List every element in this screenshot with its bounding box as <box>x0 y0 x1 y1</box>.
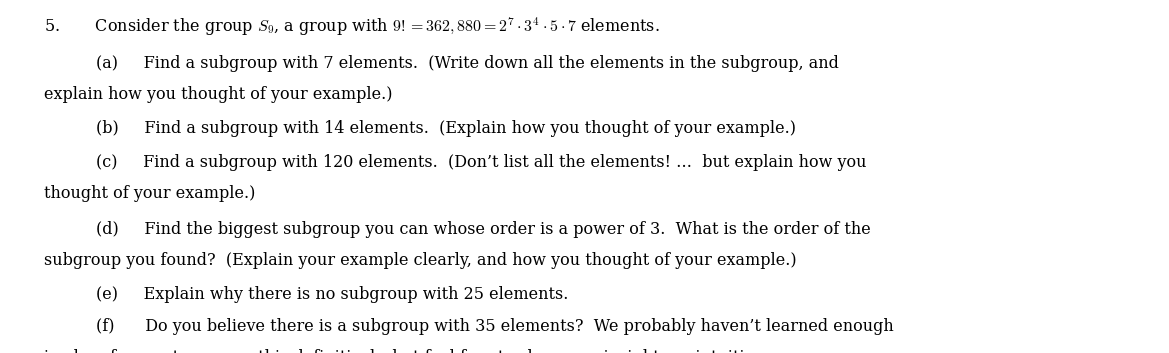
Text: explain how you thought of your example.): explain how you thought of your example.… <box>44 86 393 103</box>
Text: (a)     Find a subgroup with 7 elements.  (Write down all the elements in the su: (a) Find a subgroup with 7 elements. (Wr… <box>96 55 838 72</box>
Text: subgroup you found?  (Explain your example clearly, and how you thought of your : subgroup you found? (Explain your exampl… <box>44 252 797 269</box>
Text: (d)     Find the biggest subgroup you can whose order is a power of 3.  What is : (d) Find the biggest subgroup you can wh… <box>96 221 871 238</box>
Text: thought of your example.): thought of your example.) <box>44 185 256 202</box>
Text: in class for you to answer this definitively, but feel free to share any insight: in class for you to answer this definiti… <box>44 349 770 353</box>
Text: 5.       Consider the group $S_9$, a group with $9! = 362,880 = 2^7 \cdot 3^4 \c: 5. Consider the group $S_9$, a group wit… <box>44 16 660 38</box>
Text: (c)     Find a subgroup with 120 elements.  (Don’t list all the elements! …  but: (c) Find a subgroup with 120 elements. (… <box>96 154 866 170</box>
Text: (b)     Find a subgroup with 14 elements.  (Explain how you thought of your exam: (b) Find a subgroup with 14 elements. (E… <box>96 120 796 137</box>
Text: (f)      Do you believe there is a subgroup with 35 elements?  We probably haven: (f) Do you believe there is a subgroup w… <box>96 318 893 335</box>
Text: (e)     Explain why there is no subgroup with 25 elements.: (e) Explain why there is no subgroup wit… <box>96 286 568 303</box>
